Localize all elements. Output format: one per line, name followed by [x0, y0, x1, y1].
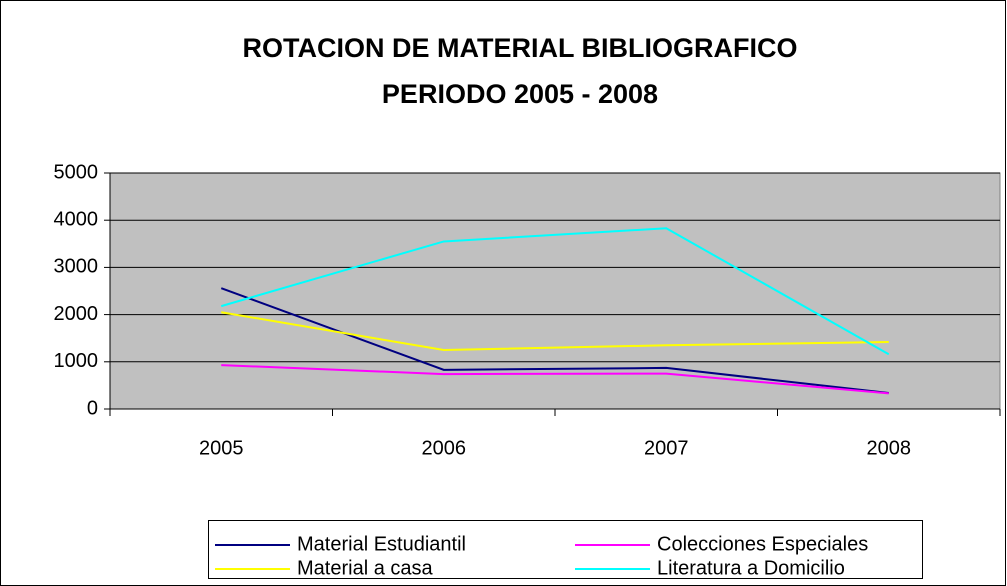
- x-tick-label: 2008: [867, 437, 912, 459]
- series-line: [220, 227, 890, 356]
- y-tick-label: 2000: [54, 303, 99, 325]
- y-tick-label: 5000: [54, 161, 99, 183]
- chart-title: PERIODO 2005 - 2008: [382, 79, 658, 109]
- x-tick-label: 2007: [644, 437, 689, 459]
- legend-label: Material Estudiantil: [297, 533, 466, 555]
- series-line: [220, 287, 889, 394]
- series-line: [221, 311, 889, 352]
- legend-label: Material a casa: [297, 557, 433, 579]
- x-tick-label: 2005: [199, 437, 244, 459]
- y-tick-label: 1000: [54, 350, 99, 372]
- legend: [208, 520, 923, 579]
- legend-label: Colecciones Especiales: [657, 533, 868, 555]
- chart-title: ROTACION DE MATERIAL BIBLIOGRAFICO: [243, 33, 798, 63]
- series-line: [221, 364, 889, 395]
- y-tick-label: 0: [87, 397, 98, 419]
- y-tick-label: 4000: [54, 208, 99, 230]
- y-tick-label: 3000: [54, 256, 99, 278]
- x-tick-label: 2006: [422, 437, 467, 459]
- legend-label: Literatura a Domicilio: [657, 557, 845, 579]
